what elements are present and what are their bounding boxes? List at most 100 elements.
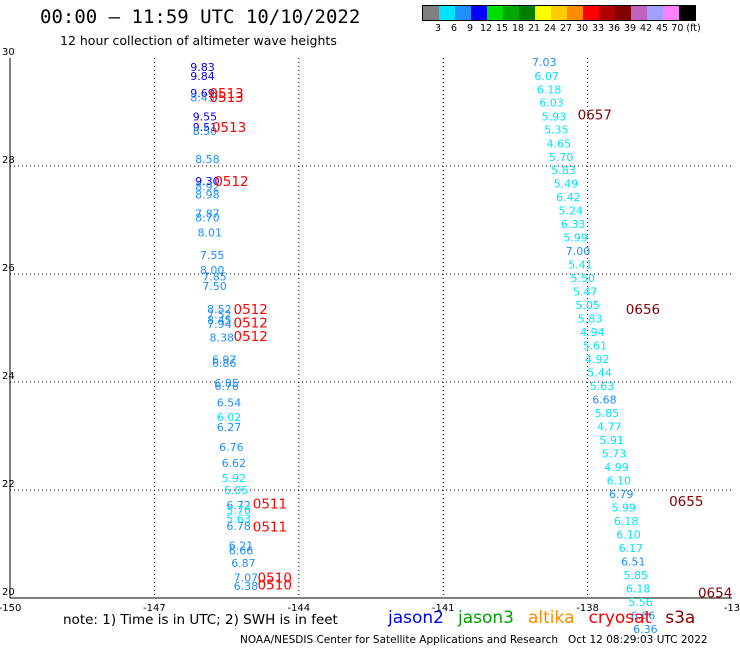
wave-height-value: 7.50 — [202, 280, 227, 293]
legend-swatch — [615, 6, 631, 20]
page-title: 00:00 – 11:59 UTC 10/10/2022 — [40, 6, 361, 28]
pass-time-label: 0654 — [698, 586, 732, 602]
wave-height-value: 6.42 — [556, 191, 581, 204]
wave-height-value: 5.41 — [568, 258, 593, 271]
pass-time-label: 0513 — [212, 120, 246, 136]
wave-height-value: 6.18 — [537, 83, 562, 96]
pass-time-label: 0510 — [258, 570, 292, 586]
wave-height-value: 4.94 — [580, 326, 605, 339]
legend-label: 18 — [511, 23, 525, 34]
wave-height-value: 6.68 — [592, 393, 617, 406]
x-tick-label: -138 — [576, 603, 599, 614]
legend-swatch — [455, 6, 471, 20]
legend-swatch — [567, 6, 583, 20]
pass-time-label: 0657 — [578, 108, 612, 124]
wave-height-value: 8.92 — [195, 181, 220, 194]
wave-height-value: 6.76 — [219, 441, 244, 454]
legend-swatch — [471, 6, 487, 20]
pass-time-label: 0655 — [669, 494, 703, 510]
legend-label: 36 — [607, 23, 621, 34]
legend-label: 3 — [434, 23, 442, 34]
wave-height-value: 5.99 — [563, 231, 588, 244]
wave-height-value: 5.44 — [587, 366, 612, 379]
legend-label: 42 — [639, 23, 653, 34]
wave-height-value: 7.07 — [234, 571, 259, 584]
y-tick-label: 22 — [2, 479, 15, 490]
x-tick-label: -150 — [0, 603, 21, 614]
legend-label: 15 — [495, 23, 509, 34]
legend-swatch — [679, 6, 695, 20]
wave-height-value: 6.05 — [224, 484, 249, 497]
color-scale-swatches — [422, 5, 696, 21]
wave-height-value: 6.85 — [214, 377, 239, 390]
pass-time-label: 0512 — [233, 316, 267, 332]
legend-label: 45 — [655, 23, 669, 34]
wave-height-value: 5.35 — [544, 123, 569, 136]
wave-height-value: 6.76 — [214, 380, 239, 393]
wave-height-value: 8.98 — [195, 189, 220, 202]
y-tick-label: 20 — [2, 587, 15, 598]
wave-height-value: 6.10 — [607, 474, 632, 487]
legend-label: 24 — [543, 23, 557, 34]
wave-height-value: 8.70 — [195, 211, 220, 224]
wave-height-value: 8.58 — [195, 153, 220, 166]
wave-height-value: 6.78 — [226, 520, 251, 533]
pass-time-label: 0511 — [253, 520, 287, 536]
wave-height-value: 5.92 — [222, 472, 247, 485]
wave-height-value: 8.01 — [198, 226, 223, 239]
wave-height-value: 6.66 — [631, 609, 656, 622]
legend-label: 33 — [591, 23, 605, 34]
wave-height-value: 9.69 — [190, 87, 215, 100]
legend-label: 30 — [575, 23, 589, 34]
wave-height-value: 5.50 — [571, 272, 596, 285]
wave-height-value: 7.94 — [207, 318, 232, 331]
legend-label: 27 — [559, 23, 573, 34]
page-subtitle: 12 hour collection of altimeter wave hei… — [60, 33, 337, 48]
wave-height-value: 8.52 — [207, 303, 232, 316]
wave-height-value: 5.63 — [226, 513, 251, 526]
satellite-jason3: jason3 — [458, 608, 514, 628]
pass-time-label: 0512 — [214, 174, 248, 190]
wave-height-value: 9.83 — [190, 61, 215, 74]
legend-label: 39 — [623, 23, 637, 34]
wave-height-value: 6.86 — [212, 357, 237, 370]
legend-swatch — [647, 6, 663, 20]
y-tick-label: 26 — [2, 263, 15, 274]
wave-height-value: 5.24 — [559, 204, 584, 217]
wave-height-value: 6.03 — [539, 96, 564, 109]
pass-time-label: 0511 — [253, 497, 287, 513]
wave-height-value: 5.85 — [595, 407, 620, 420]
wave-height-value: 6.87 — [231, 557, 256, 570]
footer-note: note: 1) Time is in UTC; 2) SWH is in fe… — [63, 612, 338, 628]
wave-height-value: 5.91 — [599, 434, 624, 447]
wave-height-value: 6.18 — [614, 515, 639, 528]
wave-height-value: 5.99 — [611, 501, 636, 514]
wave-height-value: 6.66 — [229, 544, 254, 557]
wave-height-value: 7.00 — [566, 245, 591, 258]
wave-height-value: 5.47 — [573, 285, 598, 298]
wave-height-value: 5.85 — [623, 569, 648, 582]
legend-swatch — [487, 6, 503, 20]
satellite-altika: altika — [528, 608, 575, 628]
wave-height-value: 8.38 — [210, 332, 235, 345]
satellite-jason2: jason2 — [388, 608, 444, 628]
wave-height-value: 4.65 — [546, 137, 571, 150]
legend-swatch — [663, 6, 679, 20]
wave-height-value: 5.73 — [602, 447, 627, 460]
wave-height-value: 6.38 — [234, 580, 259, 593]
wave-height-value: 6.07 — [534, 70, 559, 83]
wave-height-value: 5.56 — [628, 596, 653, 609]
pass-time-label: 0513 — [209, 86, 243, 102]
wave-height-value: 7.85 — [202, 271, 227, 284]
legend-label: 70 (ft) — [671, 23, 701, 34]
wave-height-value: 5.63 — [590, 380, 615, 393]
wave-height-value: 4.99 — [604, 461, 629, 474]
wave-height-value: 6.97 — [212, 353, 237, 366]
x-tick-label: -13 — [724, 603, 740, 614]
pass-time-label: 0512 — [233, 329, 267, 345]
color-scale-labels: 3 6 9 12 15 18 21 24 27 30 33 36 39 42 45 70 (ft) — [422, 21, 701, 35]
wave-height-value: 6.51 — [621, 555, 646, 568]
legend-label: 9 — [466, 23, 474, 34]
satellite-s3a: s3a — [665, 608, 696, 628]
